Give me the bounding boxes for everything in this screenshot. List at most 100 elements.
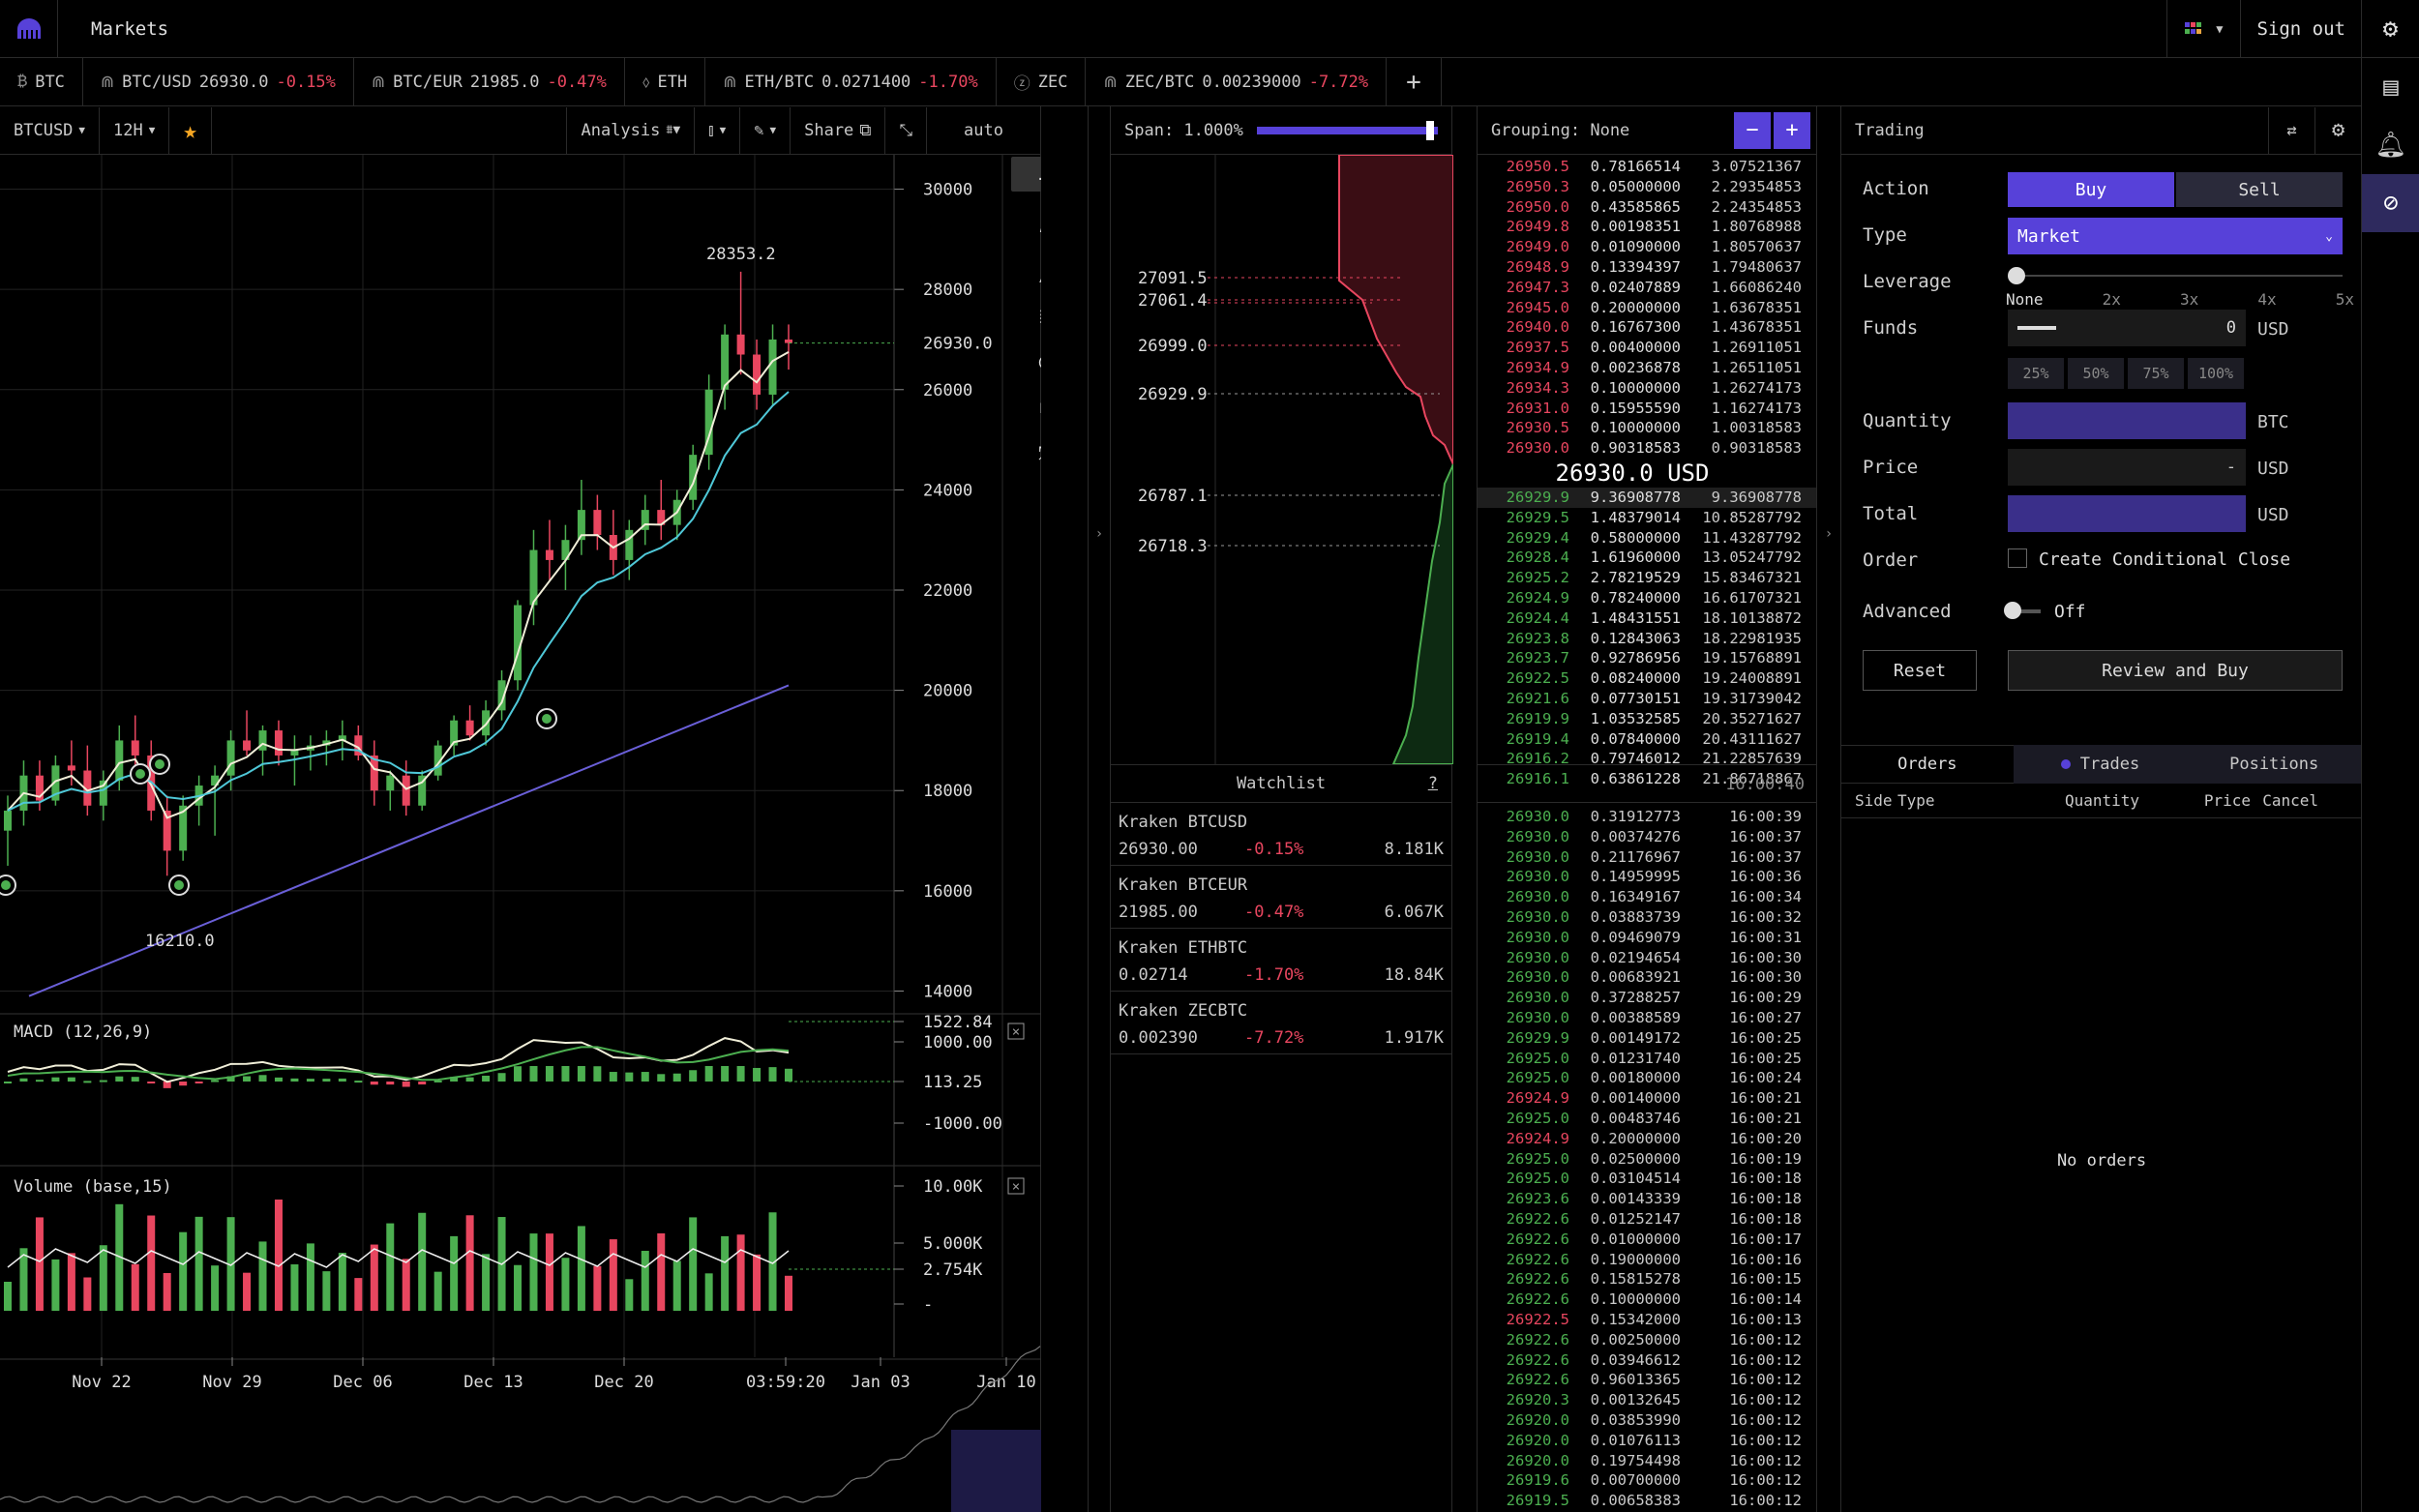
collapse-left-handle[interactable]: › — [1088, 106, 1110, 1512]
funds-input[interactable]: 0 — [2008, 310, 2246, 346]
trade-row: 26923.6 0.00143339 16:00:18 — [1478, 1189, 1816, 1209]
collapse-mid-handle[interactable]: › — [1816, 106, 1840, 1512]
total-input[interactable] — [2008, 495, 2246, 532]
share-button[interactable]: Share ⧉ — [791, 106, 886, 154]
bid-row[interactable]: 26919.4 0.07840000 20.43111627 — [1478, 729, 1816, 750]
layout-menu-button[interactable]: ▼ — [2166, 0, 2240, 58]
price-input[interactable]: - — [2008, 449, 2246, 486]
symbol-select[interactable]: BTCUSD ▼ — [0, 106, 101, 154]
ask-row[interactable]: 26950.0 0.43585865 2.24354853 — [1478, 197, 1816, 218]
advanced-toggle[interactable] — [2004, 600, 2045, 621]
ask-row[interactable]: 26949.8 0.00198351 1.80768988 — [1478, 217, 1816, 237]
watchlist-item[interactable]: Kraken ETHBTC 0.02714 -1.70% 18.84K — [1111, 929, 1451, 992]
bid-row[interactable]: 26919.9 1.03532585 20.35271627 — [1478, 709, 1816, 729]
span-slider[interactable] — [1256, 120, 1438, 140]
pct-50-button[interactable]: 50% — [2068, 358, 2124, 389]
pct-25-button[interactable]: 25% — [2008, 358, 2064, 389]
ticker-zec[interactable]: ⓩ ZEC — [997, 57, 1087, 106]
interval-select[interactable]: 12H ▼ — [100, 106, 170, 154]
leverage-slider[interactable] — [2016, 275, 2343, 277]
move-tool-icon[interactable]: ⤧ — [1038, 441, 1041, 464]
settings-gear-icon[interactable]: ⚙ — [2361, 0, 2419, 58]
analysis-button[interactable]: Analysis ⩩▼ — [567, 106, 696, 154]
ask-row[interactable]: 26950.5 0.78166514 3.07521367 — [1478, 157, 1816, 177]
line-tool-icon[interactable]: ╱ — [1039, 259, 1041, 282]
ticker-zec-btc[interactable]: ⋒ ZEC/BTC 0.00239000 -7.72% — [1086, 57, 1388, 106]
ask-row[interactable]: 26948.9 0.13394397 1.79480637 — [1478, 257, 1816, 278]
ask-row[interactable]: 26931.0 0.15955590 1.16274173 — [1478, 399, 1816, 419]
ticker-btc-eur[interactable]: ⋒ BTC/EUR 21985.0 -0.47% — [354, 57, 625, 106]
group-decrease-button[interactable]: − — [1734, 111, 1771, 149]
ask-row[interactable]: 26940.0 0.16767300 1.43678351 — [1478, 317, 1816, 338]
watchlist-item[interactable]: Kraken ZECBTC 0.002390 -7.72% 1.917K — [1111, 992, 1451, 1054]
span-slider-handle[interactable] — [1426, 120, 1434, 140]
buy-button[interactable]: Buy — [2008, 172, 2174, 207]
sign-out-button[interactable]: Sign out — [2240, 0, 2361, 58]
bid-row[interactable]: 26922.5 0.08240000 19.24008891 — [1478, 668, 1816, 689]
type-select[interactable]: Market ⌄ — [2008, 218, 2343, 254]
reset-button[interactable]: Reset — [1863, 650, 1977, 691]
ticker-eth-btc[interactable]: ⋒ ETH/BTC 0.0271400 -1.70% — [705, 57, 997, 106]
bid-row[interactable]: 26929.5 1.48379014 10.85287792 — [1478, 508, 1816, 528]
pct-75-button[interactable]: 75% — [2128, 358, 2184, 389]
bid-row[interactable]: 26916.2 0.79746012 21.22857639 — [1478, 749, 1816, 769]
ask-row[interactable]: 26934.9 0.00236878 1.26511051 — [1478, 358, 1816, 378]
trade-compass-icon[interactable]: ⊘ — [2362, 174, 2419, 232]
bid-row[interactable]: 26921.6 0.07730151 19.31739042 — [1478, 689, 1816, 709]
text-tool-icon[interactable]: A — [1039, 214, 1041, 238]
ask-row[interactable]: 26934.3 0.10000000 1.26274173 — [1478, 378, 1816, 399]
add-ticker-button[interactable]: + — [1387, 57, 1442, 106]
ticker-btc-usd[interactable]: ⋒ BTC/USD 26930.0 -0.15% — [83, 57, 354, 106]
ticker-eth[interactable]: ⬨ ETH — [625, 57, 706, 106]
favorite-star-button[interactable]: ★ — [169, 106, 212, 154]
ask-row[interactable]: 26947.3 0.02407889 1.66086240 — [1478, 278, 1816, 298]
help-icon[interactable]: ? — [1427, 774, 1438, 793]
circle-tool-icon[interactable]: ○ — [1039, 347, 1041, 374]
close-macd-icon[interactable] — [1007, 1023, 1025, 1040]
sell-button[interactable]: Sell — [2176, 172, 2343, 207]
orders-doc-icon[interactable]: ▤ — [2383, 73, 2399, 102]
measure-tool-icon[interactable]: ⊡ — [1040, 396, 1041, 419]
bid-row[interactable]: 26924.9 0.78240000 16.61707321 — [1478, 588, 1816, 608]
swap-icon[interactable]: ⇄ — [2268, 106, 2314, 154]
collapse-button[interactable]: ⤡ — [885, 106, 928, 154]
ask-row[interactable]: 26930.5 0.10000000 1.00318583 — [1478, 418, 1816, 438]
conditional-close-checkbox[interactable] — [2008, 548, 2027, 568]
ticker-btc[interactable]: ₿ BTC — [0, 57, 83, 106]
bid-row[interactable]: 26923.7 0.92786956 19.15768891 — [1478, 648, 1816, 668]
chart-type-button[interactable]: ⫾ ▼ — [695, 106, 741, 154]
plus-icon[interactable]: + — [1038, 164, 1041, 193]
watchlist-item[interactable]: Kraken BTCUSD 26930.00 -0.15% 8.181K — [1111, 803, 1451, 866]
bid-row[interactable]: 26924.4 1.48431551 18.10138872 — [1478, 608, 1816, 629]
kraken-logo-icon[interactable] — [0, 0, 58, 58]
draw-tool-button[interactable]: ✎ ▼ — [740, 106, 791, 154]
leverage-handle[interactable] — [2008, 267, 2025, 284]
ask-row[interactable]: 26950.3 0.05000000 2.29354853 — [1478, 177, 1816, 197]
bid-row[interactable]: 26925.2 2.78219529 15.83467321 — [1478, 568, 1816, 588]
bid-row[interactable]: 26916.1 0.63861228 21.86718867 — [1478, 769, 1816, 789]
fib-tool-icon[interactable]: ≣ — [1039, 305, 1041, 329]
bid-row[interactable]: 26923.8 0.12843063 18.22981935 — [1478, 629, 1816, 649]
price-chart[interactable]: 30000 28000 26000 24000 22000 20000 18000 16000… — [0, 155, 1041, 1512]
alerts-bell-icon[interactable]: 🔔︎ — [2374, 131, 2407, 160]
ask-row[interactable]: 26930.0 0.90318583 0.90318583 — [1478, 438, 1816, 459]
ask-row[interactable]: 26949.0 0.01090000 1.80570637 — [1478, 237, 1816, 257]
tab-trades[interactable]: Trades — [2013, 745, 2188, 784]
bid-row[interactable]: 26929.9 9.36908778 9.36908778 — [1478, 487, 1816, 508]
pct-100-button[interactable]: 100% — [2188, 358, 2244, 389]
review-and-buy-button[interactable]: Review and Buy — [2008, 650, 2343, 691]
bid-row[interactable]: 26929.4 0.58000000 11.43287792 — [1478, 528, 1816, 548]
ask-row[interactable]: 26937.5 0.00400000 1.26911051 — [1478, 338, 1816, 358]
ask-row[interactable]: 26945.0 0.20000000 1.63678351 — [1478, 298, 1816, 318]
macd-bar — [768, 1067, 777, 1082]
close-volume-icon[interactable] — [1007, 1177, 1025, 1195]
tab-orders[interactable]: Orders — [1897, 755, 1957, 774]
tab-positions[interactable]: Positions — [2187, 745, 2362, 784]
bid-row[interactable]: 26928.4 1.61960000 13.05247792 — [1478, 548, 1816, 568]
group-increase-button[interactable]: + — [1774, 111, 1810, 149]
navigator-window[interactable] — [951, 1430, 1041, 1512]
auto-scale-button[interactable]: auto — [964, 120, 1003, 140]
gear-icon[interactable]: ⚙ — [2314, 106, 2361, 154]
quantity-input[interactable] — [2008, 402, 2246, 439]
watchlist-item[interactable]: Kraken BTCEUR 21985.00 -0.47% 6.067K — [1111, 866, 1451, 929]
